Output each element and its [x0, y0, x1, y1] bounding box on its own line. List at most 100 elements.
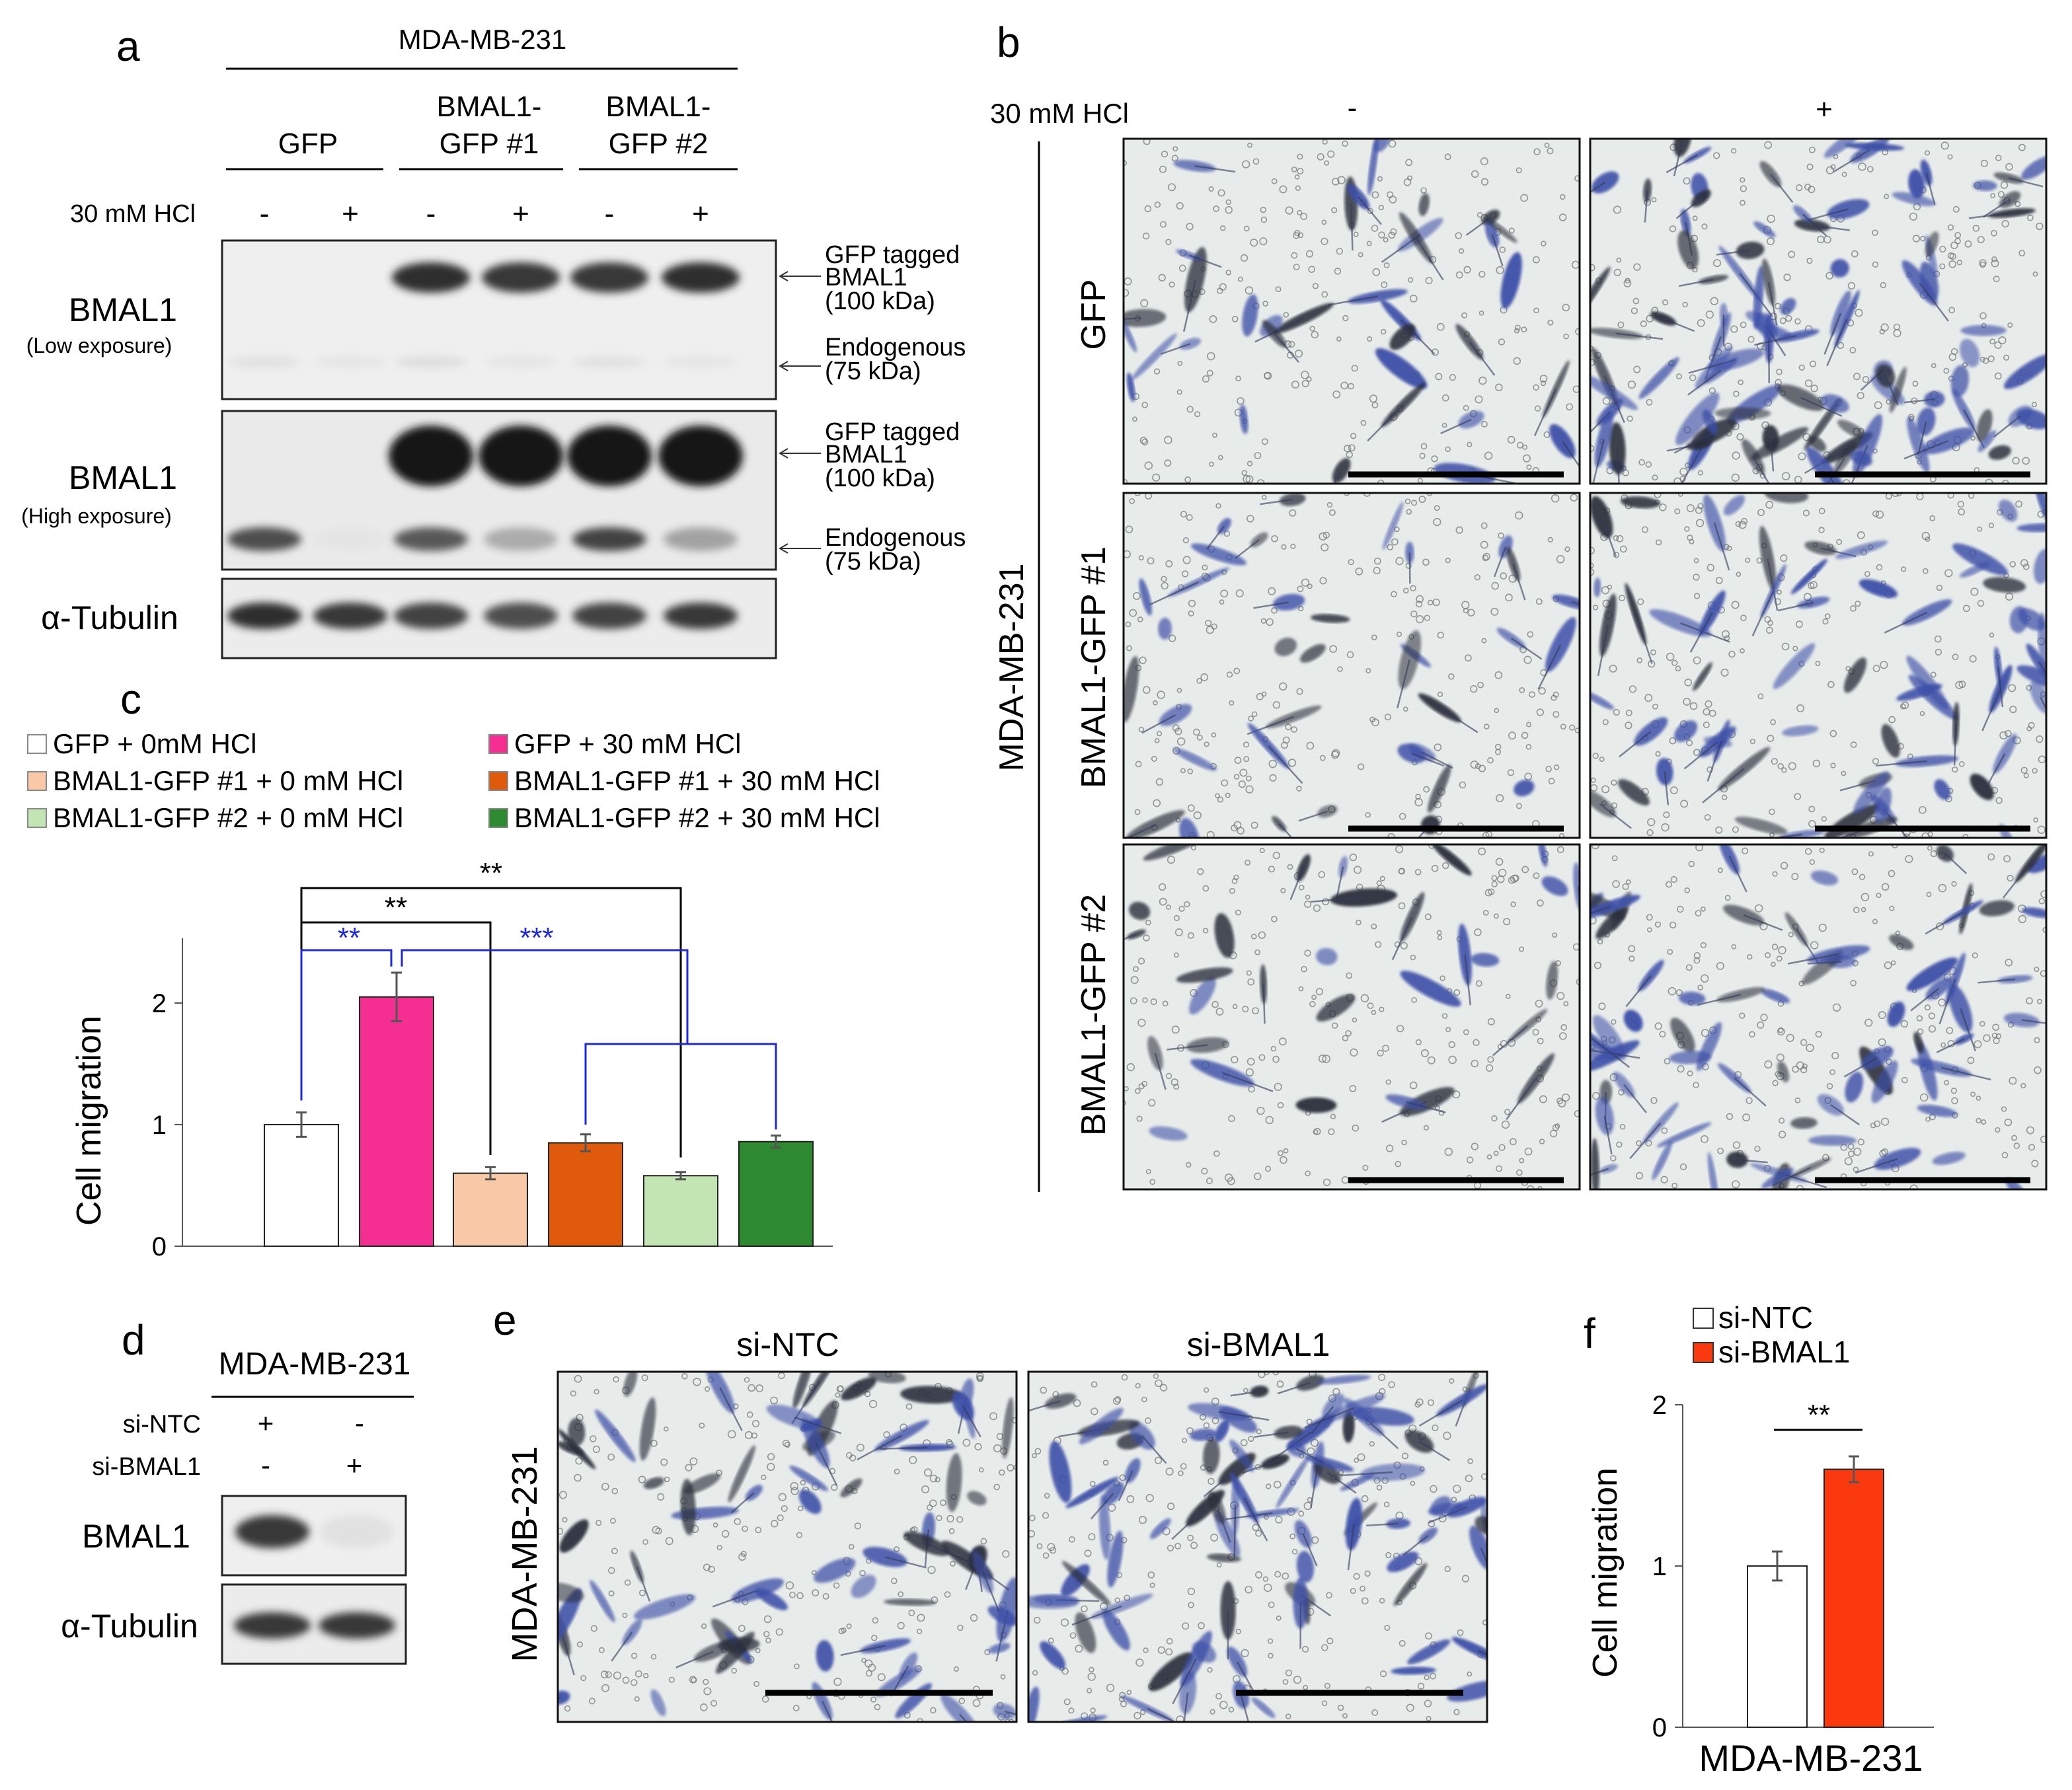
- legend-label-5: BMAL1-GFP #2 + 0 mM HCl: [53, 802, 403, 833]
- legend-swatch-5: [27, 808, 47, 828]
- blot2-label: BMAL1: [69, 459, 177, 496]
- band-tubulin-1: [227, 603, 301, 629]
- band-tubulin-2: [313, 603, 387, 629]
- band-tubulin-6: [664, 603, 738, 629]
- band-low-endo-4: [484, 356, 557, 368]
- blot1-sub: (Low exposure): [26, 334, 173, 357]
- sig-2: **: [385, 891, 407, 924]
- f-legend-label-2: si-BMAL1: [1718, 1335, 1850, 1369]
- f-bar-1: [1747, 1565, 1808, 1728]
- panel-d-cell-line: MDA-MB-231: [219, 1347, 411, 1382]
- band-low-tagged-5: [570, 262, 648, 293]
- panel-letter-d: d: [122, 1316, 145, 1364]
- band-high-tagged-3: [389, 426, 473, 486]
- band-low-endo-3: [395, 356, 467, 368]
- panel-d: d MDA-MB-231 si-NTC si-BMAL1 + - - + BMA…: [61, 1316, 414, 1665]
- legend-label-3: BMAL1-GFP #1 + 0 mM HCl: [53, 765, 403, 796]
- band-tubulin-4: [484, 603, 558, 629]
- annotation-arrows: [779, 271, 821, 554]
- d-band-bmal1-2: [320, 1515, 394, 1548]
- band-low-tagged-3: [392, 262, 470, 293]
- band-high-endo-4: [484, 527, 558, 551]
- band-low-endo-5: [573, 356, 646, 368]
- band-tubulin-5: [572, 603, 646, 629]
- row-label-bmal1-1: BMAL1-GFP #1: [1075, 546, 1113, 788]
- panel-d-row-sibmal1: si-BMAL1: [92, 1453, 201, 1481]
- y-tick-label-0: 0: [152, 1232, 167, 1261]
- f-legend-swatch-1: [1693, 1308, 1714, 1329]
- legend-swatch-2: [488, 734, 508, 754]
- ann-tagged-2c: (100 kDa): [825, 465, 935, 492]
- legend-swatch-4: [488, 771, 508, 791]
- legend-swatch-1: [27, 734, 47, 754]
- band-high-tagged-4: [479, 426, 563, 486]
- lane-sign-2: +: [342, 198, 359, 230]
- panel-a: a MDA-MB-231 GFP BMAL1- GFP #1 BMAL1- GF…: [21, 22, 966, 659]
- f-y-tick-label-0: 0: [1652, 1713, 1667, 1742]
- band-high-tagged-5: [567, 426, 652, 486]
- panel-e-side-label: MDA-MB-231: [505, 1446, 545, 1662]
- d-band-tubulin-2: [319, 1612, 395, 1639]
- bar-4: [548, 1142, 623, 1247]
- y-tick-label-2: 2: [152, 989, 167, 1018]
- f-y-tick-label-1: 1: [1652, 1552, 1667, 1581]
- band-low-tagged-6: [662, 262, 740, 293]
- ann-endo-2a: Endogenous: [825, 524, 966, 552]
- group-bmal1-2-line1: BMAL1-: [606, 91, 711, 123]
- panel-letter-a: a: [116, 22, 140, 70]
- y-axis-label: Cell migration: [70, 1016, 108, 1226]
- ann-endo-2b: (75 kDa): [825, 548, 921, 576]
- band-low-endo-2: [314, 356, 387, 368]
- legend-swatch-3: [27, 771, 47, 791]
- bar-6: [738, 1140, 814, 1248]
- panel-a-treatment-label: 30 mM HCl: [70, 200, 196, 228]
- band-high-endo-3: [394, 527, 468, 551]
- band-low-endo-6: [664, 356, 737, 368]
- panel-b: b 30 mM HCl - + MDA-MB-231 GFP BMAL1-GFP…: [990, 19, 2048, 1192]
- bar-2: [359, 996, 434, 1248]
- legend-label-6: BMAL1-GFP #2 + 30 mM HCl: [514, 802, 880, 833]
- lane-sign-1: -: [260, 198, 270, 230]
- band-high-endo-1: [227, 527, 301, 551]
- panel-b-side-label: MDA-MB-231: [993, 564, 1031, 772]
- legend-swatch-6: [488, 808, 508, 828]
- panel-a-cell-line: MDA-MB-231: [399, 24, 566, 55]
- bar-5: [643, 1175, 718, 1248]
- d-band-tubulin-1: [234, 1612, 311, 1639]
- lane-sign-3: -: [426, 198, 436, 230]
- legend-label-2: GFP + 30 mM HCl: [514, 728, 741, 759]
- micro-e-1: [556, 1370, 1018, 1723]
- d-sign-1: +: [258, 1407, 274, 1438]
- blot1-label: BMAL1: [69, 291, 177, 328]
- blot3-label: α-Tubulin: [41, 599, 178, 636]
- ann-endo-1a: Endogenous: [825, 334, 966, 361]
- panel-letter-c: c: [120, 675, 141, 723]
- ann-tagged-1c: (100 kDa): [825, 287, 935, 315]
- bar-1: [264, 1124, 339, 1247]
- panel-d-blot2-label: α-Tubulin: [61, 1608, 198, 1645]
- band-high-endo-6: [664, 527, 738, 551]
- micro-b-r2-c1: [1122, 492, 1581, 839]
- d-band-bmal1-1: [235, 1515, 309, 1548]
- panel-letter-e: e: [493, 1296, 517, 1344]
- panel-letter-b: b: [997, 19, 1020, 66]
- ann-tagged-2a: GFP tagged: [825, 418, 960, 446]
- panel-d-row-sintc: si-NTC: [123, 1411, 201, 1438]
- panel-b-sign-plus: +: [1816, 93, 1833, 126]
- row-label-gfp: GFP: [1075, 280, 1113, 350]
- micro-e-2: [1027, 1370, 1488, 1723]
- band-high-endo-2: [313, 527, 387, 551]
- group-bmal1-2-line2: GFP #2: [609, 128, 709, 160]
- panel-b-treatment-label: 30 mM HCl: [990, 98, 1129, 129]
- micro-b-r3-c2: [1589, 843, 2048, 1191]
- micro-b-r1-c1: [1122, 137, 1581, 485]
- f-significance: **: [1808, 1399, 1830, 1431]
- ann-tagged-1a: GFP tagged: [825, 241, 960, 269]
- lane-sign-5: -: [605, 198, 615, 230]
- band-high-endo-5: [572, 527, 646, 551]
- micro-b-r1-c2: [1589, 137, 2048, 485]
- f-legend-label-1: si-NTC: [1718, 1300, 1813, 1335]
- group-bmal1-1-line1: BMAL1-: [437, 91, 542, 123]
- sig-4: ***: [519, 922, 553, 954]
